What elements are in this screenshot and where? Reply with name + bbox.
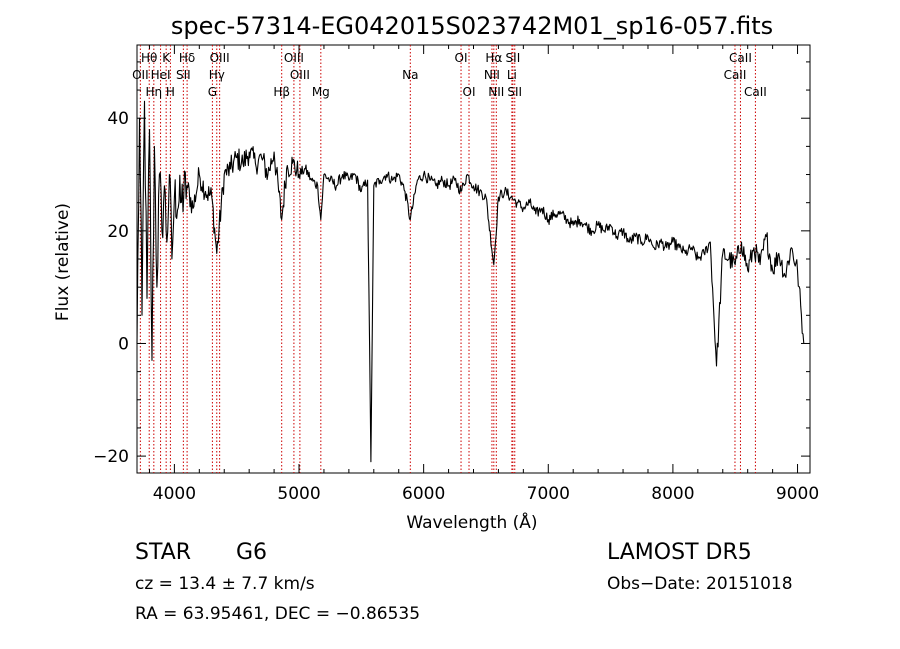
x-axis: 4000 5000 6000 7000 8000 9000	[148, 45, 819, 504]
x-tick-label-1: 5000	[277, 484, 320, 504]
line-marker-label-6: Hα	[485, 51, 502, 65]
y-tick-label-0: −20	[93, 447, 129, 467]
line-marker-label-23: OI	[463, 85, 476, 99]
line-marker-label-0: Hθ	[141, 51, 157, 65]
line-marker-label-1: K	[162, 51, 171, 65]
chart-title: spec-57314-EG042015S023742M01_sp16-057.f…	[171, 12, 773, 40]
object-class: STAR	[135, 540, 192, 565]
line-marker-label-12: Hγ	[209, 68, 225, 82]
y-axis: −20 0 20 40	[93, 61, 810, 467]
line-marker-label-4: OIII	[284, 51, 304, 65]
line-marker-label-26: CaII	[744, 85, 767, 99]
line-marker-label-15: NII	[484, 68, 500, 82]
line-marker-label-17: CaII	[724, 68, 747, 82]
line-marker-label-11: SII	[176, 68, 191, 82]
line-marker-label-18: Hη	[146, 85, 163, 99]
y-tick-label-1: 0	[118, 334, 129, 354]
y-tick-label-2: 20	[107, 222, 129, 242]
redshift-cz: cz = 13.4 ± 7.7 km/s	[135, 574, 315, 594]
line-marker-label-3: OIII	[210, 51, 230, 65]
x-tick-label-5: 9000	[776, 484, 819, 504]
object-subclass: G6	[236, 540, 268, 565]
plot-frame	[136, 44, 811, 474]
line-marker-labels: Hθ K Hδ OIII OIII OI Hα SII CaII OII HeI SII Hγ OIII N…	[132, 51, 767, 99]
line-marker-label-24: NII	[488, 85, 504, 99]
line-marker-label-8: CaII	[729, 51, 752, 65]
x-tick-label-0: 4000	[153, 484, 196, 504]
observation-date: Obs−Date: 20151018	[607, 574, 793, 594]
survey-name: LAMOST DR5	[607, 540, 752, 565]
coordinates: RA = 63.95461, DEC = −0.86535	[135, 604, 421, 624]
line-marker-label-16: Li	[507, 68, 517, 82]
line-marker-label-7: SII	[506, 51, 521, 65]
line-marker-label-5: OI	[455, 51, 468, 65]
y-tick-label-3: 40	[107, 109, 129, 129]
x-tick-label-4: 8000	[651, 484, 694, 504]
line-marker-label-14: Na	[402, 68, 418, 82]
line-marker-label-25: SII	[507, 85, 522, 99]
line-marker-label-19: H	[166, 85, 175, 99]
line-marker-label-22: Mg	[312, 85, 330, 99]
line-marker-label-2: Hδ	[179, 51, 195, 65]
line-marker-label-13: OIII	[290, 68, 310, 82]
line-marker-label-21: Hβ	[273, 85, 290, 99]
y-axis-label: Flux (relative)	[53, 203, 73, 321]
x-tick-label-2: 6000	[402, 484, 445, 504]
x-tick-label-3: 7000	[527, 484, 570, 504]
x-axis-label: Wavelength (Å)	[406, 511, 537, 533]
line-marker-label-20: G	[208, 85, 217, 99]
line-markers	[139, 45, 756, 473]
line-marker-label-9: OII	[132, 68, 149, 82]
spectrum-series-line	[136, 100, 805, 463]
line-marker-label-10: HeI	[151, 68, 171, 82]
